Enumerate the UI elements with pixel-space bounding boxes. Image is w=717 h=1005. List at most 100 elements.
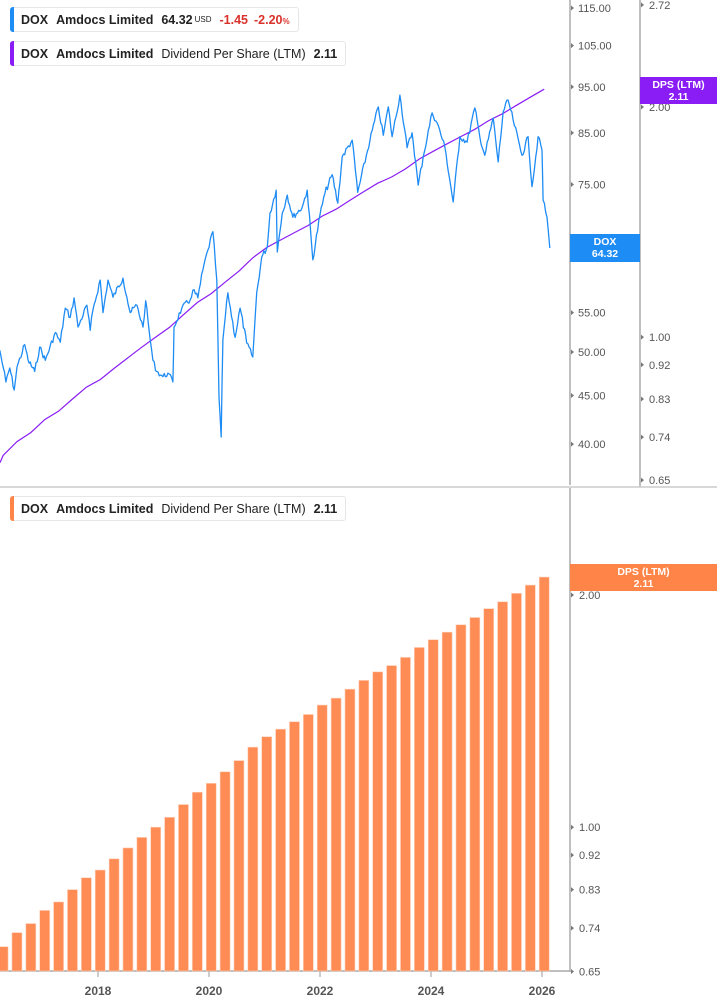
dps-bar	[358, 680, 370, 972]
dps-bar	[178, 804, 189, 972]
x-tick-label: 2018	[85, 984, 112, 998]
price-line	[0, 94, 551, 438]
last-price: 64.32	[161, 12, 193, 27]
dps-bar	[469, 617, 481, 972]
price-series-color	[10, 7, 14, 32]
dps-tick-label: 0.74	[649, 432, 670, 444]
dps-bar	[316, 704, 328, 972]
dps-bar	[39, 910, 51, 972]
dps-bar	[261, 736, 273, 972]
metric-name: Dividend Per Share (LTM)	[161, 501, 306, 516]
dps-line	[0, 88, 545, 463]
dps-tick-mark	[641, 2, 644, 8]
dps-top-tag: DPS (LTM) 2.11	[640, 77, 717, 104]
price-change-pct: -2.20%	[254, 13, 290, 27]
dps-bar	[330, 697, 342, 972]
bar-y-tick-mark	[571, 969, 574, 975]
dps-bar	[386, 665, 397, 972]
metric-value: 2.11	[313, 501, 338, 516]
x-tick-label: 2020	[196, 984, 223, 998]
dps-bar	[538, 576, 550, 972]
dps-bar	[81, 877, 92, 972]
price-tick-label: 105.00	[578, 41, 612, 53]
dps-tick-mark	[641, 477, 644, 483]
price-legend[interactable]: DOX Amdocs Limited 64.32 USD -1.45 -2.20…	[10, 7, 299, 32]
dps-bar	[164, 817, 175, 972]
dps-bar	[483, 608, 495, 972]
dox-price-tag: DOX 64.32	[570, 234, 640, 262]
dps-tick-label: 0.92	[649, 360, 670, 372]
dps-bar	[108, 858, 120, 972]
company-name: Amdocs Limited	[56, 501, 154, 516]
dps-bar	[219, 771, 231, 972]
dps-bar	[136, 837, 148, 972]
dps-bar	[455, 624, 467, 972]
dps-bar	[303, 714, 314, 972]
dps-tick-label: 2.72	[649, 0, 670, 12]
bar-y-tick-label: 1.00	[579, 822, 600, 834]
dps-bar	[53, 901, 64, 972]
ticker: DOX	[21, 501, 49, 516]
x-tick-label: 2026	[529, 984, 556, 998]
price-tick-mark	[571, 182, 574, 188]
currency: USD	[194, 15, 212, 24]
price-tick-mark	[571, 130, 574, 136]
dps-bar	[427, 639, 439, 972]
pct-sign: %	[282, 16, 290, 26]
dps-tick-mark	[641, 396, 644, 402]
bar-y-tick-label: 0.92	[579, 850, 600, 862]
dps-bar-color	[10, 496, 14, 521]
dps-bar	[525, 584, 536, 972]
dps-legend-bottom[interactable]: DOX Amdocs Limited Dividend Per Share (L…	[10, 496, 347, 521]
bar-y-tick-label: 2.00	[579, 590, 600, 602]
price-tick-label: 85.00	[578, 128, 606, 140]
tag-label: DPS (LTM)	[617, 565, 670, 578]
dps-bar	[94, 869, 106, 972]
dps-bar	[11, 932, 23, 972]
dps-bar	[275, 728, 286, 972]
price-tick-label: 40.00	[578, 439, 606, 451]
dps-bar	[233, 760, 245, 972]
company-name: Amdocs Limited	[56, 46, 154, 61]
tag-value: 2.11	[668, 90, 689, 103]
price-tick-mark	[571, 441, 574, 447]
price-tick-label: 55.00	[578, 308, 606, 320]
bar-y-tick-mark	[571, 887, 574, 893]
price-change: -1.45	[219, 12, 249, 27]
tag-label: DPS (LTM)	[652, 78, 705, 91]
bar-y-tick-label: 0.74	[579, 923, 600, 935]
dps-tick-mark	[641, 334, 644, 340]
dps-tick-label: 2.00	[649, 102, 670, 114]
bar-y-tick-mark	[571, 925, 574, 931]
dps-tick-mark	[641, 434, 644, 440]
bar-y-tick-label: 0.83	[579, 885, 600, 897]
bar-y-tick-mark	[571, 852, 574, 858]
dps-bar	[192, 791, 203, 972]
price-tick-mark	[571, 84, 574, 90]
price-tick-label: 50.00	[578, 347, 606, 359]
dps-bar	[289, 721, 300, 972]
ticker: DOX	[21, 46, 49, 61]
price-tick-mark	[571, 43, 574, 49]
ticker: DOX	[21, 12, 49, 27]
dps-tick-mark	[641, 104, 644, 110]
dps-bar	[205, 783, 217, 972]
dps-bar	[67, 889, 78, 972]
dps-bar	[372, 671, 384, 972]
price-tick-mark	[571, 349, 574, 355]
dps-tick-label: 0.65	[649, 475, 670, 487]
dps-bar	[441, 631, 453, 972]
bar-y-tick-mark	[571, 592, 574, 598]
price-tick-label: 115.00	[578, 3, 611, 15]
price-tick-label: 75.00	[578, 180, 606, 192]
dps-legend-top[interactable]: DOX Amdocs Limited Dividend Per Share (L…	[10, 41, 347, 66]
dps-bar	[344, 688, 356, 972]
x-tick-label: 2024	[418, 984, 445, 998]
bar-y-tick-label: 0.65	[579, 967, 600, 979]
tag-label: DOX	[593, 236, 617, 248]
price-tick-label: 95.00	[578, 82, 606, 94]
dps-bar	[247, 746, 259, 972]
dps-bar	[400, 657, 411, 972]
metric-value: 2.11	[313, 46, 338, 61]
price-tick-mark	[571, 5, 574, 11]
